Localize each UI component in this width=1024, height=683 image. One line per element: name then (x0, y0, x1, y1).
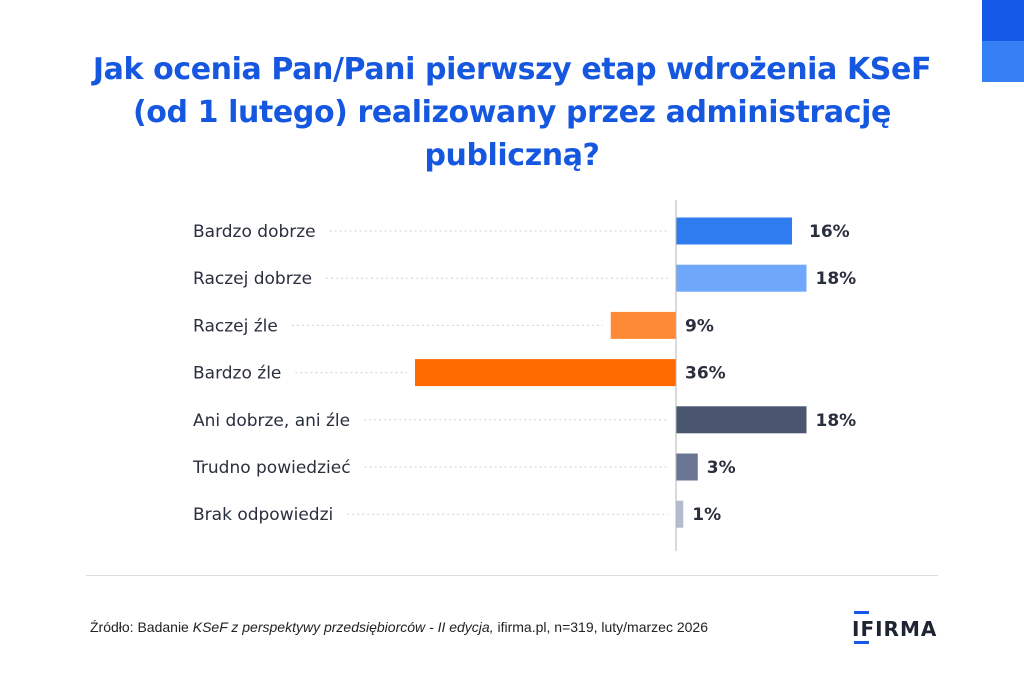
logo-mark-top (854, 611, 869, 614)
category-label: Bardzo źle (193, 364, 281, 384)
category-label: Ani dobrze, ani źle (193, 411, 350, 431)
chart-title: Jak ocenia Pan/Pani pierwszy etap wdroże… (80, 48, 944, 177)
bar-ani-dobrze-ani-źle (676, 406, 807, 434)
value-label: 18% (816, 411, 857, 431)
chart-title-line-1: Jak ocenia Pan/Pani pierwszy etap wdroże… (92, 52, 932, 87)
value-label: 3% (707, 458, 736, 478)
source-prefix: Źródło: Badanie (90, 619, 193, 635)
bar-brak-odpowiedzi (676, 500, 684, 528)
bar-bardzo-źle (415, 359, 676, 387)
footer-divider (86, 575, 938, 576)
bar-raczej-źle (610, 311, 676, 339)
corner-accent-light (982, 41, 1024, 82)
chart-title-line-3: publiczną? (424, 138, 600, 173)
value-label: 16% (809, 222, 850, 242)
bar-trudno-powiedzieć (676, 453, 698, 481)
bar-bardzo-dobrze (676, 217, 792, 245)
logo-mark-bottom (854, 641, 869, 644)
category-label: Raczej źle (193, 316, 278, 336)
corner-accent-dark (982, 0, 1024, 41)
source-suffix: ifirma.pl, n=319, luty/marzec 2026 (493, 619, 708, 635)
category-label: Trudno powiedzieć (192, 458, 351, 478)
category-label: Raczej dobrze (193, 269, 312, 289)
value-label: 9% (685, 316, 714, 336)
category-label: Bardzo dobrze (193, 222, 316, 242)
source-note: Źródło: Badanie KSeF z perspektywy przed… (90, 619, 708, 635)
category-label: Brak odpowiedzi (193, 505, 333, 525)
bar-raczej-dobrze (676, 264, 807, 292)
ifirma-logo: IFIRMA (852, 611, 940, 645)
chart-title-line-2: (od 1 lutego) realizowany przez administ… (132, 95, 891, 130)
value-label: 18% (816, 269, 857, 289)
value-label: 36% (685, 364, 726, 384)
logo-text: IFIRMA (852, 617, 938, 641)
source-study: KSeF z perspektywy przedsiębiorców - II … (192, 619, 494, 635)
value-label: 1% (692, 505, 721, 525)
